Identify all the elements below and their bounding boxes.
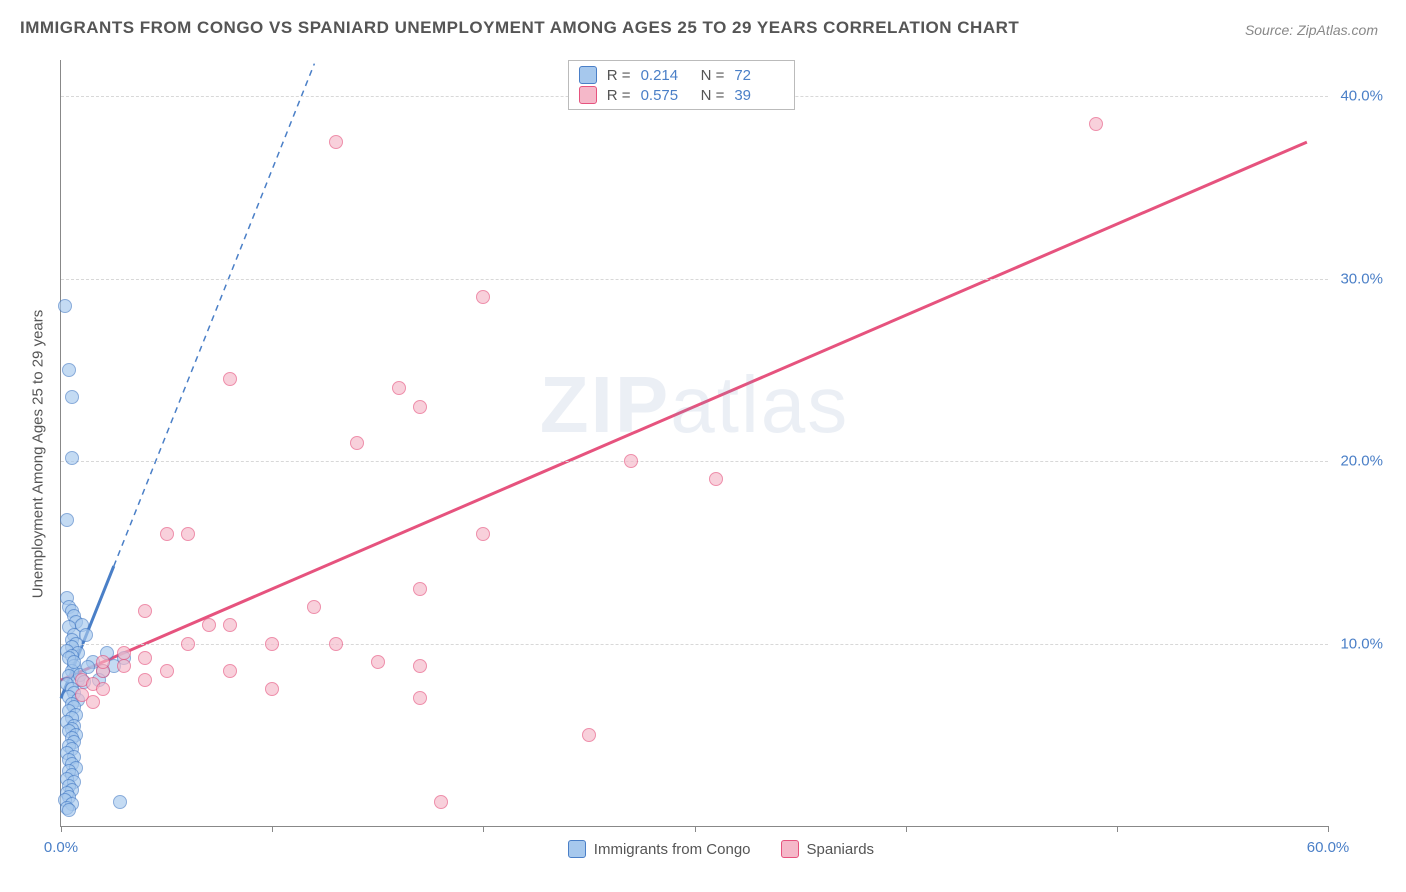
legend-row-1: R = 0.575 N = 39 [579,85,785,105]
chart-container: Unemployment Among Ages 25 to 29 years Z… [48,50,1388,857]
data-point [223,372,237,386]
data-point [413,582,427,596]
regression-lines [61,60,1328,826]
data-point [329,135,343,149]
data-point [58,299,72,313]
data-point [96,682,110,696]
data-point [392,381,406,395]
data-point [223,664,237,678]
data-point [67,655,81,669]
data-point [181,637,195,651]
data-point [117,646,131,660]
data-point [265,682,279,696]
data-point [265,637,279,651]
data-point [476,527,490,541]
data-point [709,472,723,486]
x-tick [695,826,696,832]
watermark: ZIPatlas [540,359,849,451]
data-point [350,436,364,450]
data-point [60,513,74,527]
source-label: Source: ZipAtlas.com [1245,22,1378,38]
legend-series-label: Immigrants from Congo [594,841,751,858]
n-value: 72 [734,67,784,84]
y-tick-label: 40.0% [1340,88,1383,105]
x-tick-label: 0.0% [44,839,78,856]
legend-row-0: R = 0.214 N = 72 [579,65,785,85]
x-tick [1117,826,1118,832]
r-label: R = [607,87,631,104]
data-point [138,604,152,618]
regression-extrapolation [114,64,315,566]
legend-swatch-icon [781,840,799,858]
regression-line [61,142,1307,680]
n-value: 39 [734,87,784,104]
data-point [62,363,76,377]
data-point [62,803,76,817]
data-point [1089,117,1103,131]
data-point [202,618,216,632]
data-point [160,664,174,678]
x-tick-label: 60.0% [1307,839,1350,856]
data-point [81,660,95,674]
data-point [223,618,237,632]
r-value: 0.214 [641,67,691,84]
data-point [371,655,385,669]
x-tick [272,826,273,832]
legend-series: Immigrants from Congo Spaniards [568,840,874,858]
data-point [582,728,596,742]
data-point [434,795,448,809]
x-tick [61,826,62,832]
n-label: N = [701,67,725,84]
r-value: 0.575 [641,87,691,104]
y-tick-label: 30.0% [1340,270,1383,287]
data-point [329,637,343,651]
y-tick-label: 10.0% [1340,635,1383,652]
x-tick [483,826,484,832]
legend-swatch-icon [568,840,586,858]
data-point [138,673,152,687]
legend-swatch-icon [579,66,597,84]
data-point [96,655,110,669]
data-point [413,659,427,673]
data-point [138,651,152,665]
gridline [61,279,1328,280]
gridline [61,644,1328,645]
data-point [65,451,79,465]
data-point [307,600,321,614]
y-axis-label: Unemployment Among Ages 25 to 29 years [30,309,47,598]
data-point [86,695,100,709]
data-point [413,691,427,705]
x-tick [1328,826,1329,832]
y-tick-label: 20.0% [1340,453,1383,470]
data-point [476,290,490,304]
data-point [113,795,127,809]
gridline [61,461,1328,462]
legend-item-0: Immigrants from Congo [568,840,751,858]
n-label: N = [701,87,725,104]
r-label: R = [607,67,631,84]
data-point [181,527,195,541]
data-point [160,527,174,541]
data-point [413,400,427,414]
data-point [65,390,79,404]
data-point [624,454,638,468]
data-point [117,659,131,673]
chart-title: IMMIGRANTS FROM CONGO VS SPANIARD UNEMPL… [20,18,1019,38]
plot-area: ZIPatlas R = 0.214 N = 72 R = 0.575 N = … [60,60,1328,827]
data-point [79,628,93,642]
x-tick [906,826,907,832]
legend-series-label: Spaniards [807,841,875,858]
legend-item-1: Spaniards [781,840,875,858]
legend-stats: R = 0.214 N = 72 R = 0.575 N = 39 [568,60,796,110]
legend-swatch-icon [579,86,597,104]
